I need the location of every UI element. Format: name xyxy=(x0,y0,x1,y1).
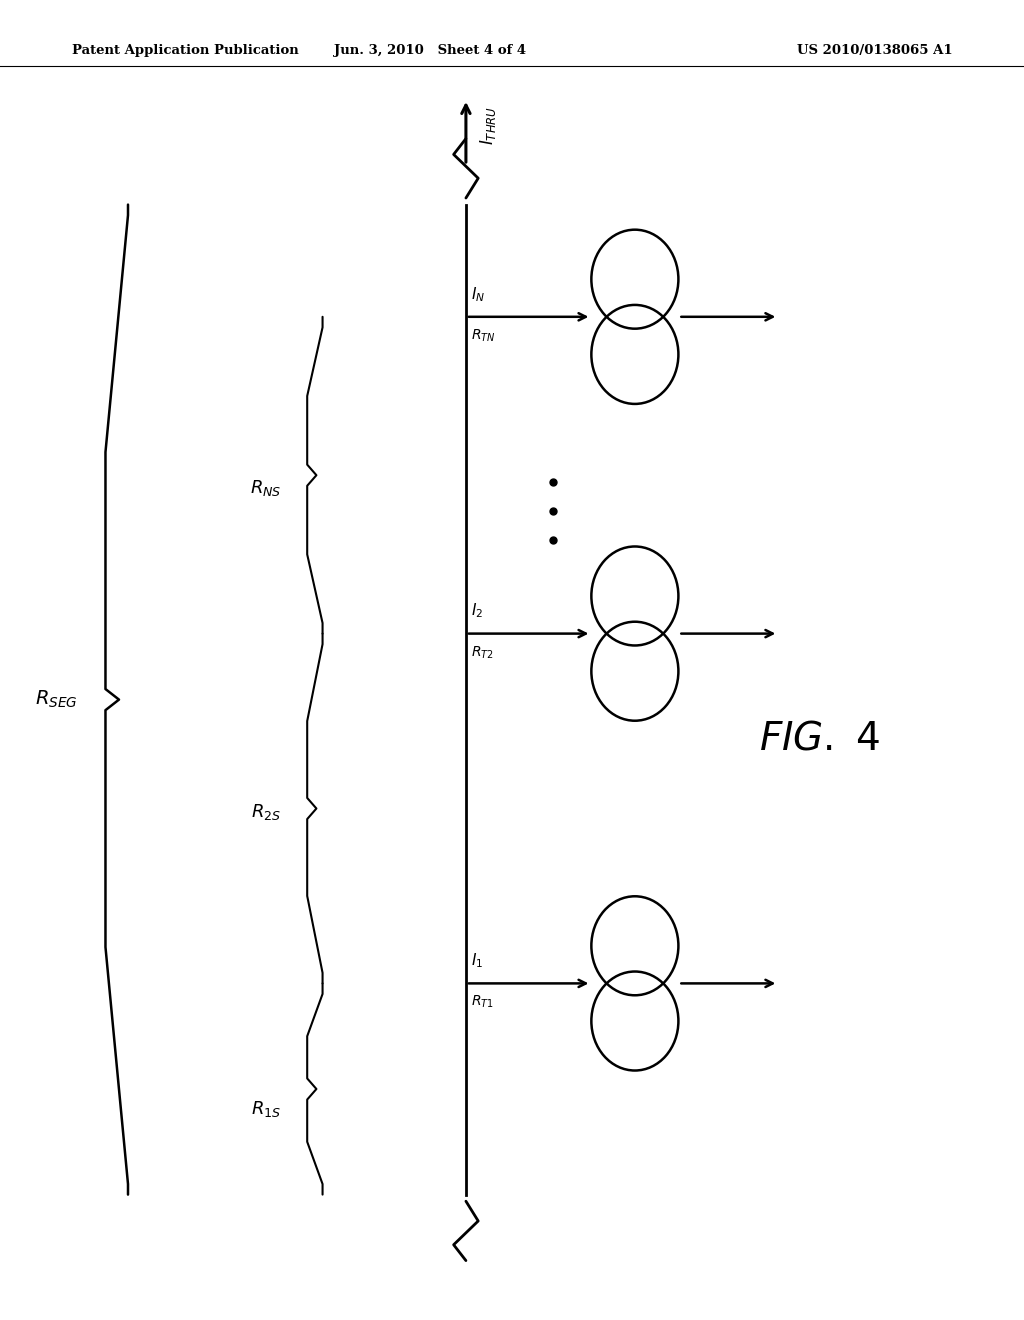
Text: $R_{SEG}$: $R_{SEG}$ xyxy=(35,689,78,710)
Text: $I_{2}$: $I_{2}$ xyxy=(471,602,483,620)
Text: $R_{T2}$: $R_{T2}$ xyxy=(471,644,494,660)
Text: $R_{TN}$: $R_{TN}$ xyxy=(471,327,496,343)
Text: $R_{T1}$: $R_{T1}$ xyxy=(471,994,494,1010)
Text: Patent Application Publication: Patent Application Publication xyxy=(72,44,298,57)
Text: Jun. 3, 2010   Sheet 4 of 4: Jun. 3, 2010 Sheet 4 of 4 xyxy=(334,44,526,57)
Text: $FIG.\ 4$: $FIG.\ 4$ xyxy=(759,721,880,758)
Text: US 2010/0138065 A1: US 2010/0138065 A1 xyxy=(797,44,952,57)
Text: $R_{1S}$: $R_{1S}$ xyxy=(251,1098,282,1119)
Text: $R_{2S}$: $R_{2S}$ xyxy=(251,801,282,822)
Text: $I_{THRU}$: $I_{THRU}$ xyxy=(478,106,499,145)
Text: $I_{1}$: $I_{1}$ xyxy=(471,952,483,970)
Text: $R_{NS}$: $R_{NS}$ xyxy=(251,478,282,499)
Text: $I_{N}$: $I_{N}$ xyxy=(471,285,485,304)
